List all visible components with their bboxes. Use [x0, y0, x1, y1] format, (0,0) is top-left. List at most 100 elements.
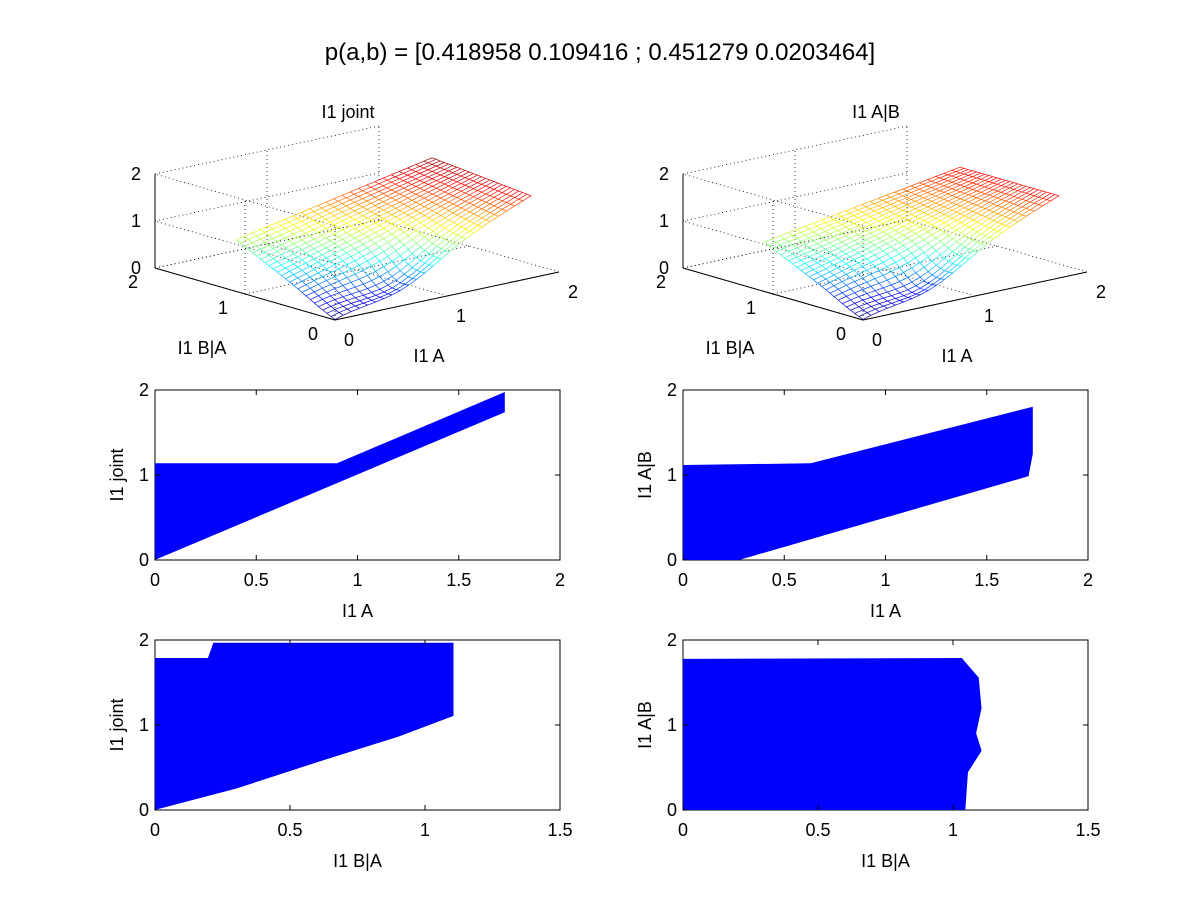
- mesh-line: [424, 197, 429, 201]
- mesh-line: [301, 259, 307, 264]
- mesh-line: [330, 306, 336, 310]
- mesh-line: [984, 200, 990, 203]
- mesh-line: [346, 210, 355, 215]
- mesh-line: [387, 289, 397, 295]
- mesh-line: [960, 237, 970, 245]
- mesh-line: [284, 215, 294, 220]
- mesh-line: [473, 204, 478, 208]
- mesh-line: [899, 300, 904, 303]
- mesh-line: [875, 305, 884, 310]
- mesh-line: [886, 198, 895, 203]
- mesh-line: [408, 257, 417, 265]
- mesh-line: [281, 260, 290, 266]
- mesh-line: [309, 276, 315, 281]
- mesh-line: [297, 214, 306, 219]
- mesh-line: [927, 199, 932, 202]
- mesh-line: [792, 235, 797, 239]
- mesh-line: [493, 192, 503, 198]
- mesh-line: [883, 302, 892, 307]
- mesh-line: [461, 202, 470, 209]
- mesh-line: [395, 176, 400, 180]
- mesh-line: [408, 249, 413, 254]
- mesh-line: [964, 192, 969, 196]
- mesh-line: [956, 196, 961, 200]
- mesh-line: [951, 166, 961, 171]
- mesh-line: [1001, 210, 1011, 216]
- mesh-line: [461, 216, 466, 220]
- mesh-line: [1001, 215, 1006, 218]
- mesh-line: [440, 215, 446, 219]
- mesh-line: [989, 202, 994, 205]
- mesh-line: [829, 233, 834, 237]
- mesh-line: [878, 279, 888, 284]
- mesh-line: [436, 245, 442, 249]
- mesh-line: [964, 215, 969, 219]
- mesh-line: [837, 253, 847, 259]
- mesh-line: [366, 184, 371, 188]
- mesh-line: [440, 174, 445, 177]
- mesh-line: [984, 186, 990, 189]
- mesh-line: [362, 206, 368, 210]
- mesh-line: [387, 237, 397, 243]
- mesh-line: [403, 221, 409, 225]
- mesh-line: [371, 229, 376, 233]
- mesh-line: [936, 264, 941, 269]
- mesh-line: [403, 232, 409, 237]
- mesh-line: [440, 189, 445, 193]
- mesh-line: [387, 203, 392, 207]
- mesh-line: [940, 278, 945, 280]
- mesh-line: [862, 266, 867, 271]
- mesh-line: [964, 168, 969, 170]
- mesh-line: [399, 270, 405, 275]
- mesh-line: [829, 225, 834, 229]
- mesh-line: [383, 214, 392, 220]
- mesh-line: [461, 221, 470, 228]
- mesh-line: [989, 209, 994, 213]
- mesh-line: [854, 309, 864, 314]
- mesh-line: [317, 261, 323, 266]
- mesh-line: [874, 290, 880, 295]
- mesh-line: [464, 170, 470, 173]
- mesh-line: [465, 188, 474, 194]
- mesh-line: [280, 240, 290, 245]
- mesh-line: [334, 309, 340, 313]
- mesh-line: [407, 197, 413, 201]
- mesh-line: [956, 200, 965, 205]
- mesh-line: [940, 261, 949, 269]
- mesh-line: [939, 180, 949, 185]
- mesh-line: [379, 288, 385, 293]
- mesh-line: [395, 244, 405, 252]
- mesh-line: [874, 266, 880, 271]
- mesh-line: [391, 181, 396, 185]
- mesh-line: [407, 178, 416, 183]
- mesh-line: [960, 244, 966, 248]
- mesh-line: [493, 188, 499, 192]
- mesh-line: [330, 295, 336, 300]
- mesh-line: [318, 272, 323, 277]
- mesh-line: [305, 262, 311, 267]
- mesh-line: [424, 262, 430, 266]
- mesh-line: [1013, 203, 1019, 206]
- mesh-line: [948, 253, 958, 262]
- mesh-line: [280, 244, 286, 248]
- mesh-line: [858, 234, 863, 238]
- mesh-line: [309, 255, 315, 260]
- mesh-line: [469, 211, 474, 215]
- mesh-line: [440, 206, 446, 209]
- mesh-line: [481, 179, 490, 185]
- mesh-line: [485, 205, 495, 212]
- mesh-line: [943, 185, 949, 188]
- mesh-line: [772, 248, 777, 252]
- mesh-line: [260, 248, 266, 253]
- mesh-line: [923, 239, 929, 244]
- mesh-line: [473, 200, 482, 206]
- mesh-line: [947, 193, 953, 196]
- mesh-line: [313, 258, 319, 263]
- mesh-line: [359, 297, 368, 302]
- mesh-line: [407, 171, 416, 176]
- mesh-line: [862, 296, 872, 301]
- mesh-line: [858, 243, 863, 247]
- mesh-line: [809, 276, 814, 281]
- mesh-line: [902, 185, 912, 190]
- mesh-line: [285, 274, 294, 280]
